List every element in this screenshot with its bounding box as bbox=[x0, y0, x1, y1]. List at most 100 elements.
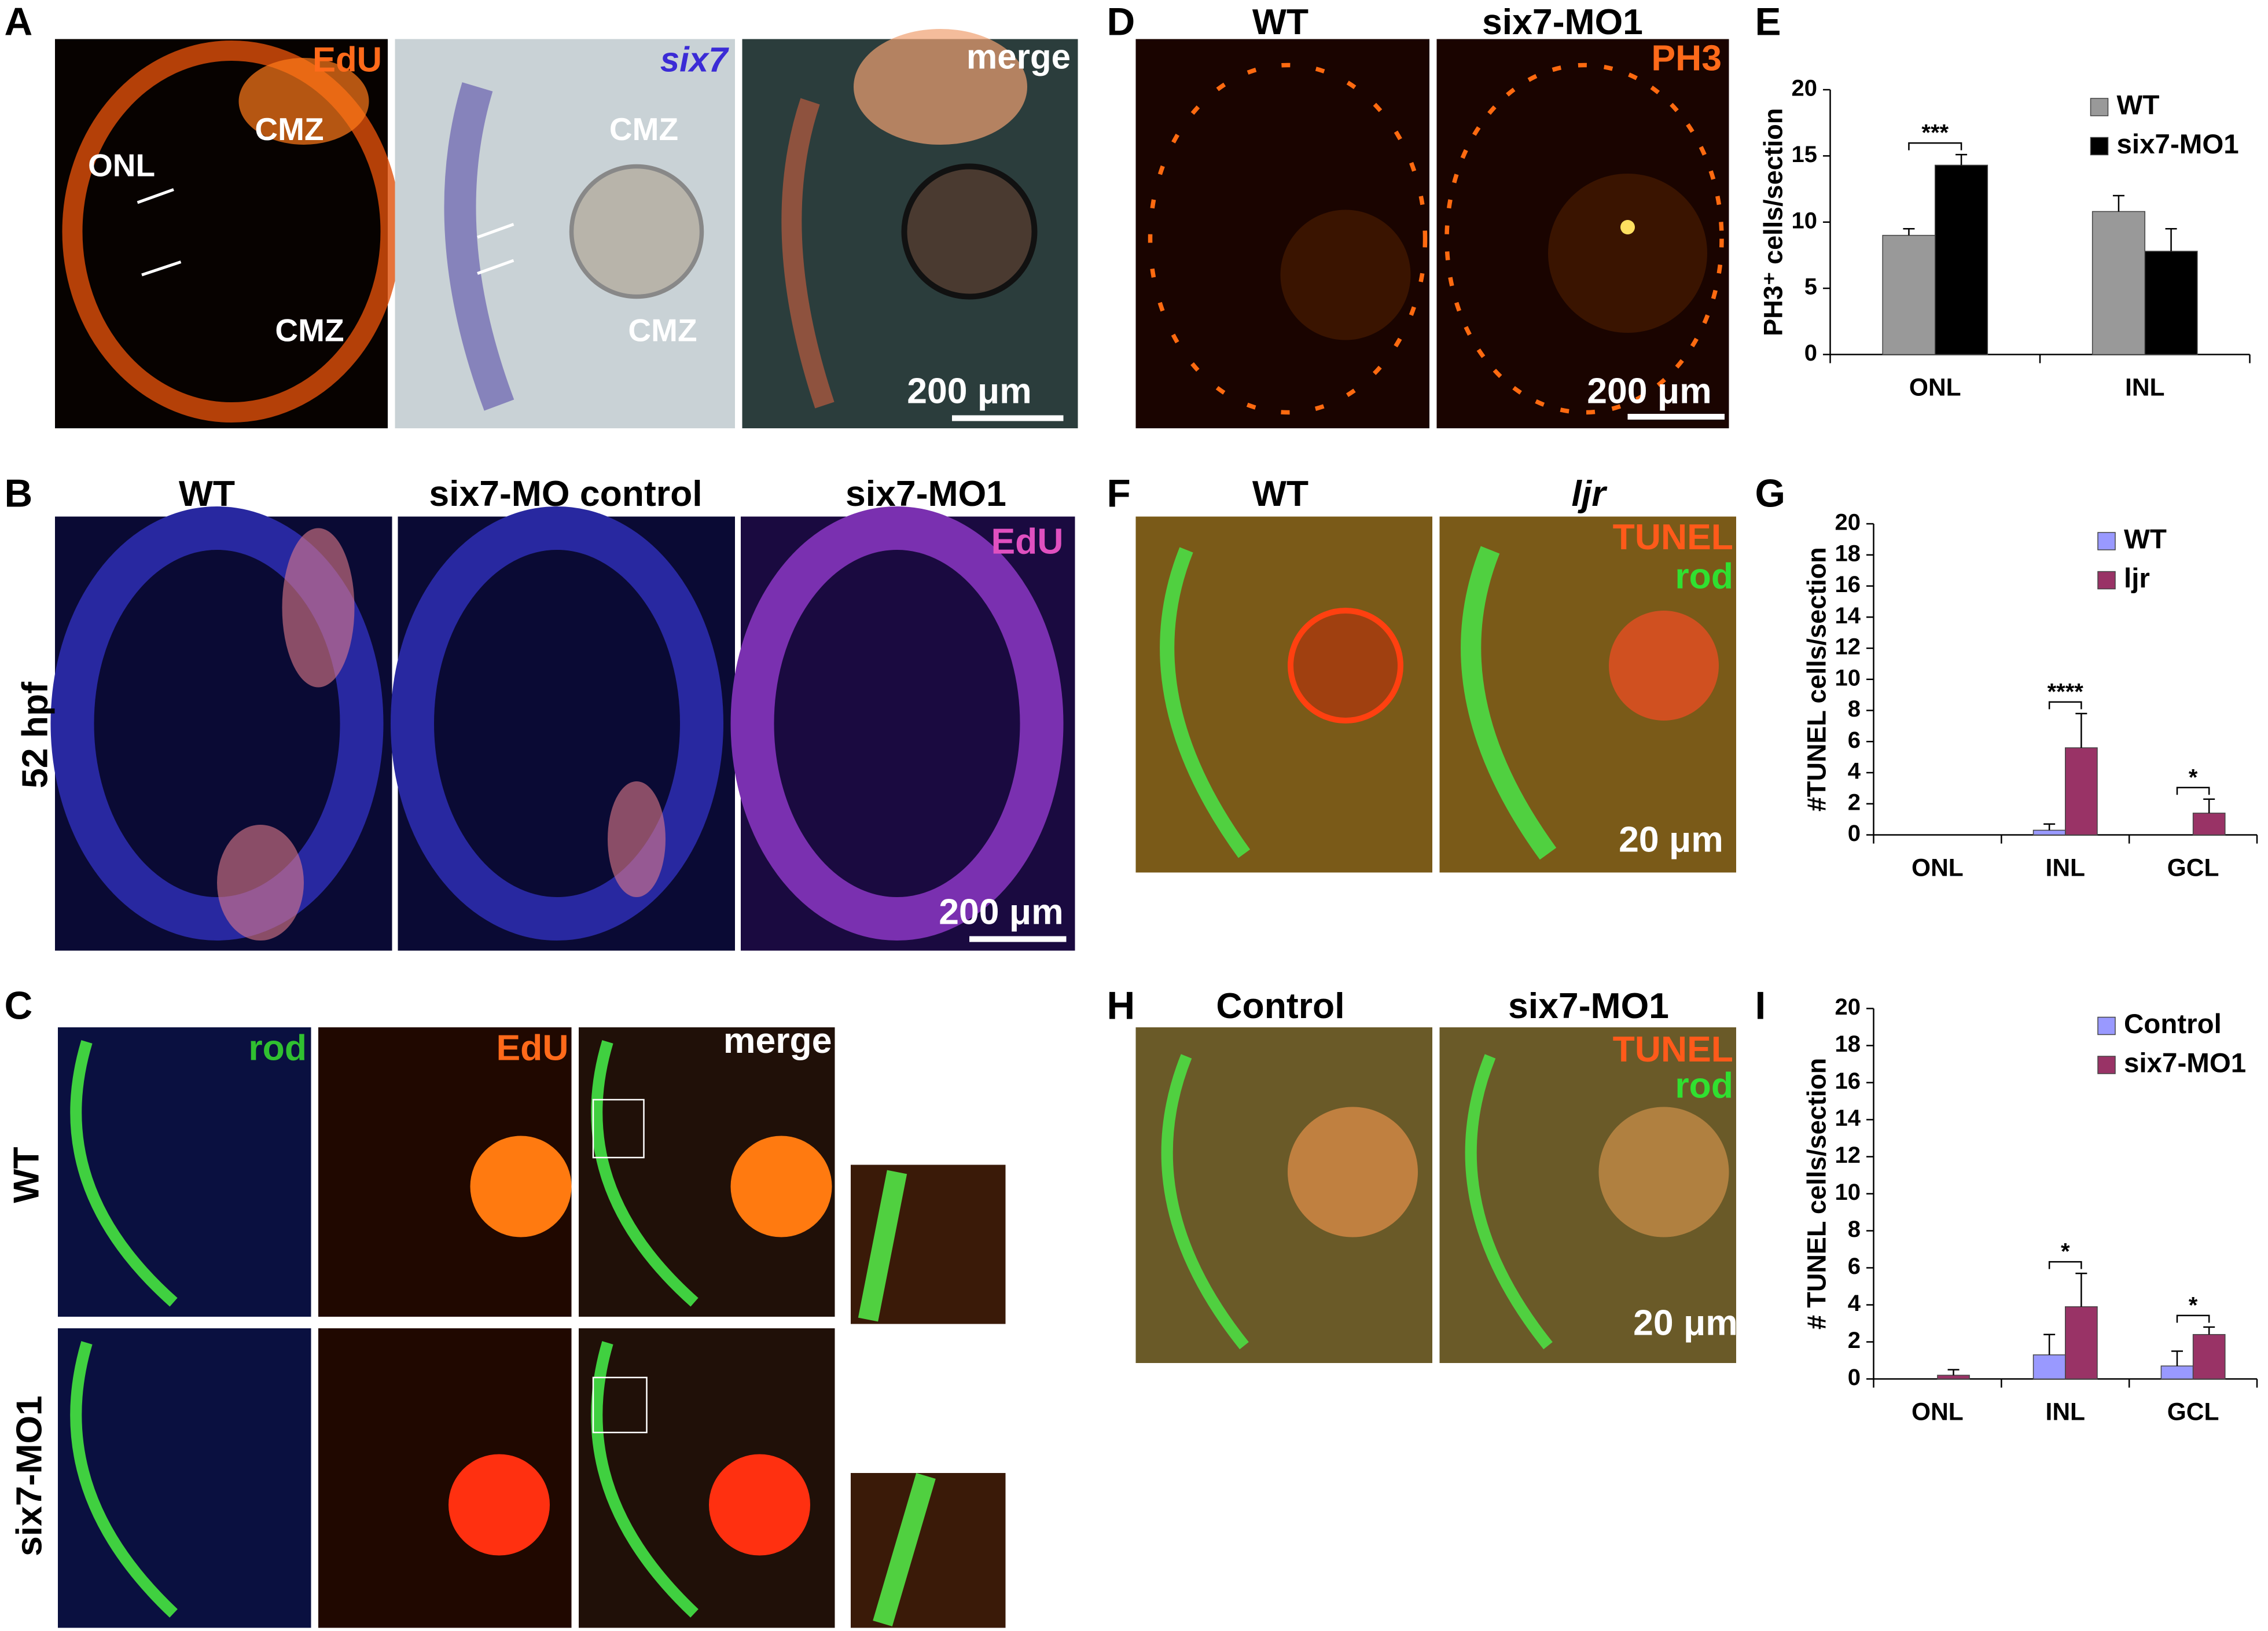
panel-letter: D bbox=[1107, 0, 1135, 43]
significance-label: *** bbox=[1921, 120, 1949, 146]
row-label: six7-MO1 bbox=[9, 1395, 50, 1556]
bar bbox=[2065, 747, 2098, 836]
panel-letter: F bbox=[1107, 472, 1131, 515]
panel-letter: C bbox=[5, 984, 33, 1027]
layer-label: ONL bbox=[88, 148, 155, 183]
y-tick-label: 18 bbox=[1835, 541, 1861, 566]
micrograph bbox=[1135, 516, 1736, 873]
legend-label: Control bbox=[2124, 1009, 2222, 1039]
error-bar bbox=[2203, 798, 2215, 813]
error-bar bbox=[2203, 1326, 2215, 1335]
legend-label: ljr bbox=[2124, 563, 2150, 594]
row-label: WT bbox=[6, 1147, 47, 1203]
micrograph bbox=[742, 29, 1078, 429]
x-tick-label: INL bbox=[2046, 1399, 2085, 1426]
y-tick-label: 6 bbox=[1848, 728, 1861, 753]
y-axis-label: # TUNEL cells/section bbox=[1802, 1058, 1831, 1329]
significance-label: **** bbox=[2048, 679, 2084, 704]
error-bar bbox=[2043, 823, 2056, 831]
y-tick-label: 18 bbox=[1835, 1031, 1861, 1057]
column-header: six7-MO1 bbox=[1482, 2, 1643, 42]
layer-label: CMZ bbox=[255, 111, 324, 147]
y-tick-label: 16 bbox=[1835, 572, 1861, 597]
y-tick-label: 8 bbox=[1848, 1217, 1861, 1242]
y-tick-label: 10 bbox=[1792, 208, 1818, 233]
stage-label: 52 hpf bbox=[15, 682, 56, 788]
y-tick-label: 12 bbox=[1835, 1143, 1861, 1168]
micrograph bbox=[55, 39, 401, 429]
bar bbox=[2065, 1306, 2098, 1380]
y-tick-label: 8 bbox=[1848, 696, 1861, 722]
bar bbox=[2192, 813, 2226, 836]
column-header: six7-MO1 bbox=[1508, 986, 1669, 1026]
y-tick-label: 0 bbox=[1804, 340, 1817, 366]
bar bbox=[2192, 1334, 2226, 1380]
significance-bracket bbox=[2176, 1314, 2210, 1323]
significance-bracket bbox=[2048, 1261, 2082, 1269]
x-tick-label: INL bbox=[2125, 374, 2164, 402]
y-tick-label: 20 bbox=[1835, 510, 1861, 535]
bar bbox=[2032, 829, 2066, 836]
micrograph bbox=[1135, 39, 1729, 429]
significance-label: * bbox=[2189, 765, 2198, 790]
y-tick-label: 0 bbox=[1848, 821, 1861, 846]
y-tick-label: 0 bbox=[1848, 1365, 1861, 1390]
x-tick-label: INL bbox=[2046, 855, 2085, 882]
micrograph bbox=[50, 506, 1075, 951]
panel-letter: G bbox=[1755, 472, 1786, 515]
stain-label: PH3 bbox=[1651, 38, 1722, 79]
x-tick-label: GCL bbox=[2167, 1399, 2219, 1426]
column-header: WT bbox=[1252, 473, 1308, 514]
y-tick-label: 14 bbox=[1835, 1105, 1861, 1131]
micrograph bbox=[1135, 1027, 1736, 1363]
y-tick-label: 20 bbox=[1792, 76, 1818, 101]
x-tick-label: ONL bbox=[1912, 1399, 1964, 1426]
column-header: WT bbox=[1252, 2, 1308, 42]
stain-label: merge bbox=[723, 1020, 832, 1061]
legend-label: WT bbox=[2124, 524, 2167, 555]
bar bbox=[2160, 1365, 2194, 1380]
micrograph bbox=[58, 1027, 1006, 1628]
x-tick-label: ONL bbox=[1909, 374, 1961, 402]
stain-label: rod bbox=[248, 1028, 307, 1068]
y-tick-label: 14 bbox=[1835, 603, 1861, 629]
stain-label: rod bbox=[1675, 1066, 1733, 1106]
scale-bar-label: 200 μm bbox=[939, 892, 1063, 932]
legend-label: six7-MO1 bbox=[2124, 1048, 2246, 1079]
column-header: ljr bbox=[1571, 473, 1608, 514]
stain-label: merge bbox=[966, 37, 1071, 76]
legend-swatch bbox=[2097, 1016, 2116, 1035]
layer-label: CMZ bbox=[628, 313, 697, 348]
error-bar bbox=[2043, 1334, 2056, 1355]
error-bar bbox=[2075, 712, 2087, 748]
y-tick-label: 4 bbox=[1848, 759, 1861, 784]
error-bar bbox=[1955, 153, 1968, 166]
error-bar bbox=[1947, 1369, 1960, 1376]
bar bbox=[1882, 234, 1936, 355]
significance-bracket bbox=[2176, 787, 2210, 795]
stain-label: EdU bbox=[991, 521, 1064, 562]
y-tick-label: 15 bbox=[1792, 142, 1818, 167]
bar bbox=[1937, 1375, 1970, 1380]
bar bbox=[2144, 251, 2198, 355]
significance-label: * bbox=[2061, 1239, 2070, 1265]
y-axis-label: #TUNEL cells/section bbox=[1802, 547, 1831, 811]
panel-letter: A bbox=[5, 0, 33, 43]
column-header: Control bbox=[1216, 986, 1344, 1026]
bar bbox=[1935, 164, 1988, 355]
y-tick-label: 6 bbox=[1848, 1254, 1861, 1279]
stain-label: rod bbox=[1675, 556, 1733, 597]
error-bar bbox=[2075, 1272, 2087, 1307]
layer-label: CMZ bbox=[609, 111, 678, 147]
stain-label: EdU bbox=[497, 1028, 569, 1068]
legend-swatch bbox=[2097, 1056, 2116, 1074]
y-tick-label: 16 bbox=[1835, 1068, 1861, 1094]
legend-swatch bbox=[2097, 571, 2116, 590]
layer-label: CMZ bbox=[275, 313, 344, 348]
legend-label: six7-MO1 bbox=[2117, 129, 2239, 160]
significance-label: * bbox=[2189, 1292, 2198, 1318]
legend-swatch bbox=[2097, 532, 2116, 550]
y-tick-label: 10 bbox=[1835, 665, 1861, 690]
error-bar bbox=[2171, 1350, 2183, 1366]
